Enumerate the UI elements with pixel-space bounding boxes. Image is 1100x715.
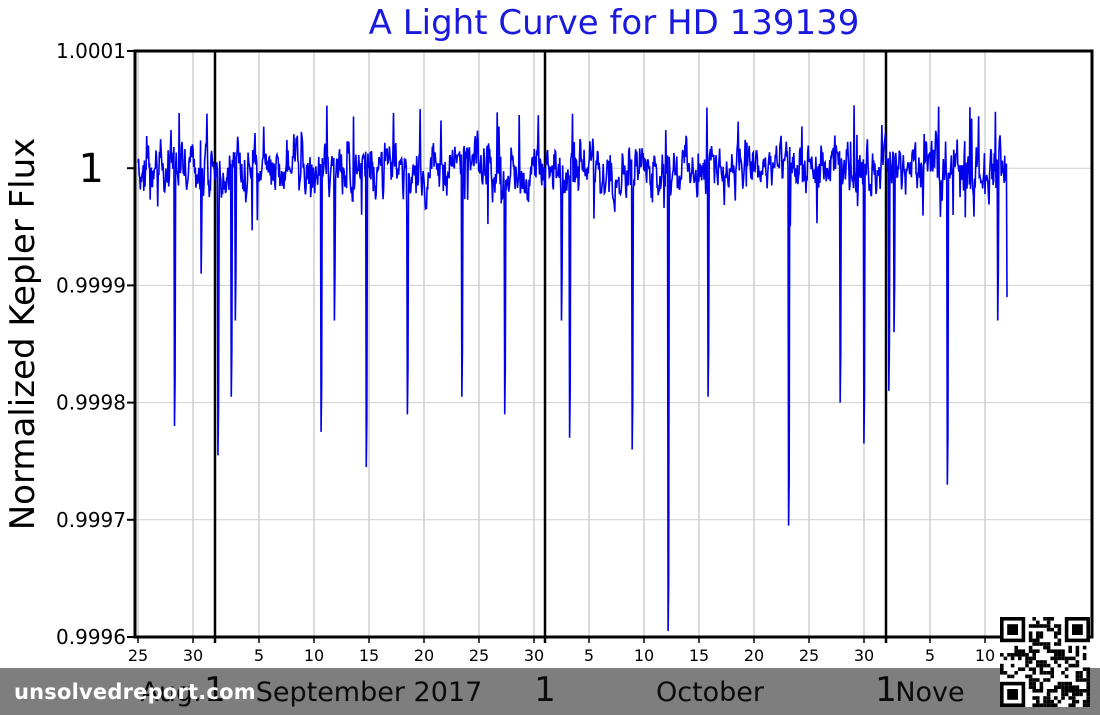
y-tick-label: 0.9998 (56, 391, 126, 415)
flux-series (137, 105, 1008, 632)
x-tick-label: 5 (925, 646, 935, 665)
y-tick-label: 0.9996 (56, 625, 126, 649)
x-tick-label: 25 (128, 646, 148, 665)
y-tick-labels: 1.0001 1 0.9999 0.9998 0.9997 0.9996 (56, 39, 135, 649)
x-tick-label: 10 (975, 646, 995, 665)
y-tick-label: 0.9999 (56, 273, 126, 297)
month-separator-lines (213, 51, 888, 643)
x-tick-label: 25 (799, 646, 819, 665)
x-tick-label: 30 (524, 646, 544, 665)
x-tick-label: 5 (584, 646, 594, 665)
qr-code-icon (1000, 617, 1090, 707)
x-tick-label: 20 (414, 646, 434, 665)
x-tick-label: 5 (254, 646, 264, 665)
x-tick-label: 30 (183, 646, 203, 665)
x-tick-label: 30 (854, 646, 874, 665)
x-tick-label: 25 (469, 646, 489, 665)
y-axis-label: Normalized Kepler Flux (3, 138, 43, 531)
x-tick-label: 10 (634, 646, 654, 665)
x-tick-label: 15 (359, 646, 379, 665)
plot-frame (133, 49, 1094, 639)
y-tick-label: 0.9997 (56, 508, 126, 532)
x-tick-label: 15 (689, 646, 709, 665)
x-tick-labels: 25 30 5 10 15 20 25 30 5 10 15 20 25 30 5 10 (128, 637, 995, 665)
y-tick-label: 1 (79, 146, 104, 192)
x-tick-label: 10 (304, 646, 324, 665)
chart-title: A Light Curve for HD 139139 (369, 3, 860, 43)
watermark-text: unsolvedreport.com (14, 680, 256, 704)
flux-line (137, 105, 1008, 632)
watermark-bar (0, 668, 1100, 715)
y-tick-label: 1.0001 (56, 39, 126, 63)
x-tick-label: 20 (744, 646, 764, 665)
